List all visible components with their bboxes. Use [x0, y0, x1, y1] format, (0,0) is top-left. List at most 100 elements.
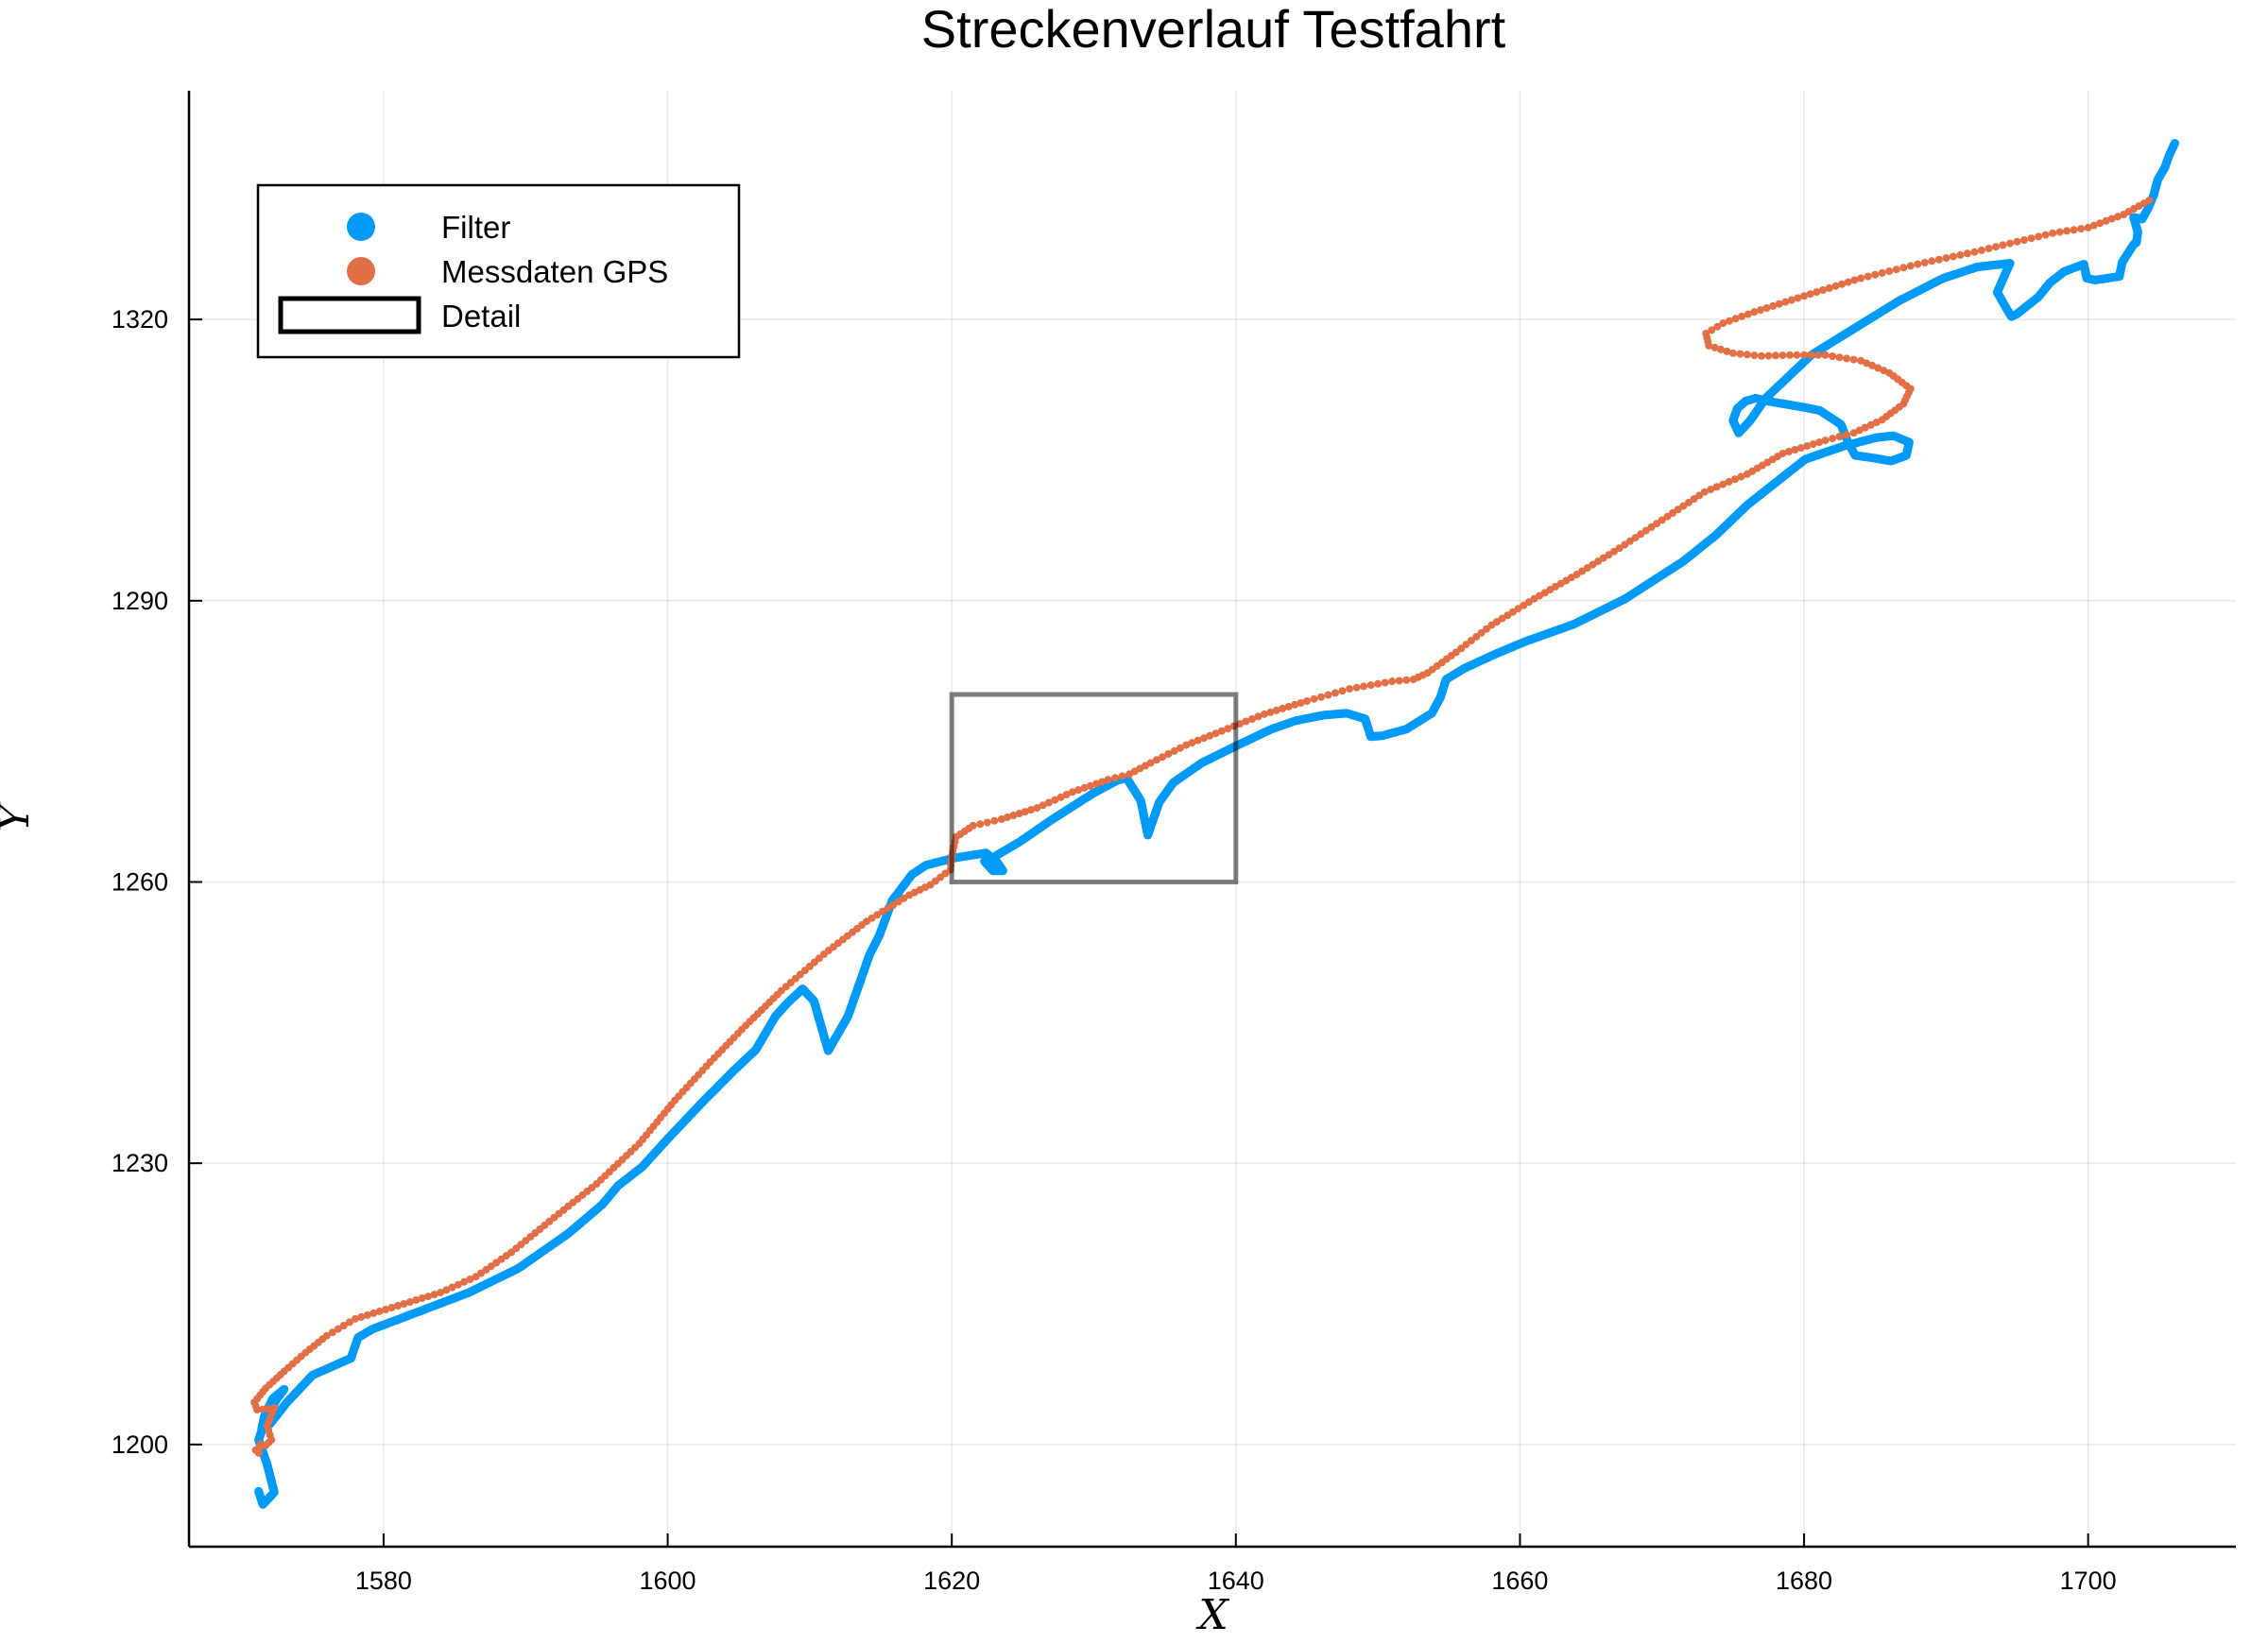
- x-tick-label: 1600: [640, 1567, 696, 1595]
- gps-point: [1098, 778, 1107, 786]
- x-tick-label: 1620: [923, 1567, 980, 1595]
- gps-point: [270, 1404, 279, 1413]
- gps-point: [1182, 741, 1191, 749]
- gps-point: [1899, 264, 1908, 272]
- gps-point: [1658, 516, 1666, 524]
- gps-point: [1743, 351, 1751, 359]
- gps-point: [1800, 292, 1809, 300]
- gps-point: [1346, 685, 1354, 694]
- gps-point: [1086, 781, 1094, 790]
- gps-point: [1781, 298, 1790, 306]
- gps-point: [2077, 225, 2086, 233]
- y-tick-label: 1290: [112, 587, 168, 615]
- series-layer: [250, 139, 2179, 1509]
- gps-point: [265, 1405, 273, 1413]
- gps-point: [1700, 488, 1709, 496]
- gps-point: [1829, 352, 1837, 360]
- gps-point: [1266, 708, 1275, 716]
- gps-point: [1004, 813, 1011, 821]
- gps-point: [1736, 350, 1744, 358]
- gps-point: [1104, 776, 1112, 784]
- gps-point: [1352, 683, 1361, 692]
- gps-point: [1710, 343, 1719, 351]
- gps-point: [1200, 734, 1208, 743]
- x-tick-label: 1640: [1208, 1567, 1264, 1595]
- gps-point: [1857, 356, 1865, 365]
- gps-point: [1254, 712, 1263, 721]
- gps-point: [1725, 477, 1733, 486]
- gps-point: [1152, 756, 1160, 764]
- gps-point: [969, 821, 977, 830]
- gps-point: [437, 1289, 445, 1297]
- gps-point: [1906, 262, 1915, 270]
- series-gps: [250, 197, 2154, 1457]
- gps-point: [1111, 774, 1119, 782]
- gps-point: [1874, 364, 1882, 372]
- gps-point: [1863, 359, 1871, 368]
- annotation-layer: [949, 692, 1239, 884]
- gps-point: [322, 1331, 331, 1340]
- legend-label-detail: Detail: [441, 299, 521, 334]
- gps-point: [1803, 442, 1812, 451]
- gps-point: [387, 1304, 396, 1311]
- gps-point: [1857, 274, 1865, 283]
- gps-point: [1871, 270, 1880, 279]
- gps-point: [1051, 796, 1059, 804]
- x-tick-label: 1580: [355, 1567, 412, 1595]
- gps-point: [1719, 319, 1727, 328]
- gps-point: [1819, 286, 1828, 294]
- gps-point: [1849, 429, 1858, 437]
- legend-marker-filter: [347, 213, 375, 241]
- gps-point: [1731, 475, 1739, 484]
- gps-point: [1750, 308, 1759, 317]
- gps-point: [1021, 808, 1029, 816]
- gps-point: [2084, 223, 2092, 231]
- gps-point: [1880, 367, 1888, 375]
- gps-point: [1750, 351, 1759, 360]
- gps-point: [1224, 725, 1232, 733]
- gps-point: [1402, 676, 1411, 684]
- gps-point: [1999, 241, 2007, 249]
- y-tick-label: 1200: [112, 1430, 168, 1459]
- gps-point: [363, 1310, 371, 1319]
- gps-point: [1864, 272, 1872, 281]
- gps-point: [1057, 793, 1065, 801]
- gps-point: [1787, 296, 1796, 304]
- gps-point: [2145, 197, 2154, 205]
- gps-point: [1731, 315, 1740, 323]
- gps-point: [466, 1276, 474, 1283]
- gps-point: [400, 1300, 408, 1308]
- gps-point: [424, 1293, 433, 1301]
- gps-point: [1813, 288, 1821, 297]
- gps-point: [1793, 351, 1801, 359]
- gps-point: [1807, 351, 1815, 359]
- gps-point: [1713, 322, 1722, 331]
- gps-point: [328, 1328, 336, 1337]
- gps-point: [1039, 801, 1047, 810]
- gps-point: [997, 815, 1005, 823]
- gps-point: [1956, 250, 1965, 259]
- gps-point: [1791, 446, 1799, 454]
- gps-point: [430, 1291, 438, 1299]
- detail-rectangle: [949, 692, 1239, 884]
- gps-point: [1080, 783, 1089, 792]
- gps-point: [1778, 351, 1787, 360]
- gps-point: [369, 1309, 378, 1317]
- gps-point: [1164, 750, 1173, 758]
- gps-point: [2070, 226, 2078, 234]
- gps-point: [442, 1286, 451, 1294]
- gps-point: [1297, 699, 1305, 707]
- gps-point: [418, 1294, 426, 1302]
- gps-point: [448, 1283, 456, 1292]
- gps-point: [1641, 526, 1650, 535]
- gps-point: [1159, 753, 1167, 762]
- gps-point: [382, 1306, 390, 1313]
- gps-point: [1835, 353, 1844, 362]
- gps-point: [1374, 679, 1383, 688]
- gps-point: [1092, 779, 1100, 788]
- legend-label-filter: Filter: [441, 210, 510, 245]
- gps-point: [1188, 739, 1196, 747]
- gps-point: [1260, 710, 1268, 718]
- x-axis-label: X: [1195, 1591, 1229, 1639]
- gps-point: [1388, 677, 1397, 686]
